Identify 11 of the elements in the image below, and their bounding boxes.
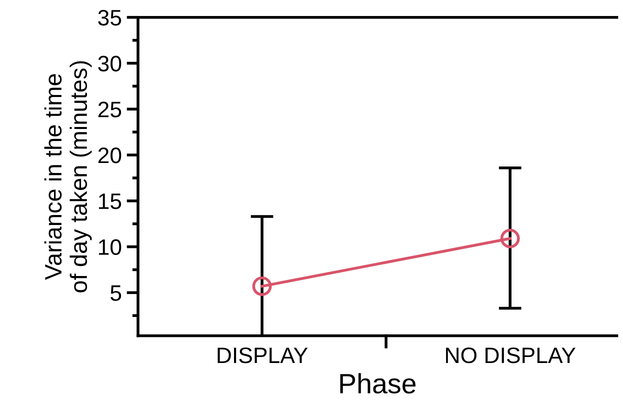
y-tick-label: 20 [98, 148, 122, 164]
y-tick-label: 15 [99, 194, 122, 210]
y-axis-title: Variance in the time of day taken (minutes) [44, 61, 92, 292]
y-tick-label: 25 [98, 102, 122, 118]
x-tick-label: DISPLAY [218, 347, 308, 364]
y-tick-label: 35 [98, 10, 122, 26]
x-axis-title: Phase [340, 373, 416, 394]
x-tick-label: NO DISPLAY [446, 347, 576, 364]
y-tick-label: 5 [110, 285, 122, 301]
y-tick-label: 10 [99, 239, 122, 256]
y-tick-label: 30 [98, 56, 122, 72]
